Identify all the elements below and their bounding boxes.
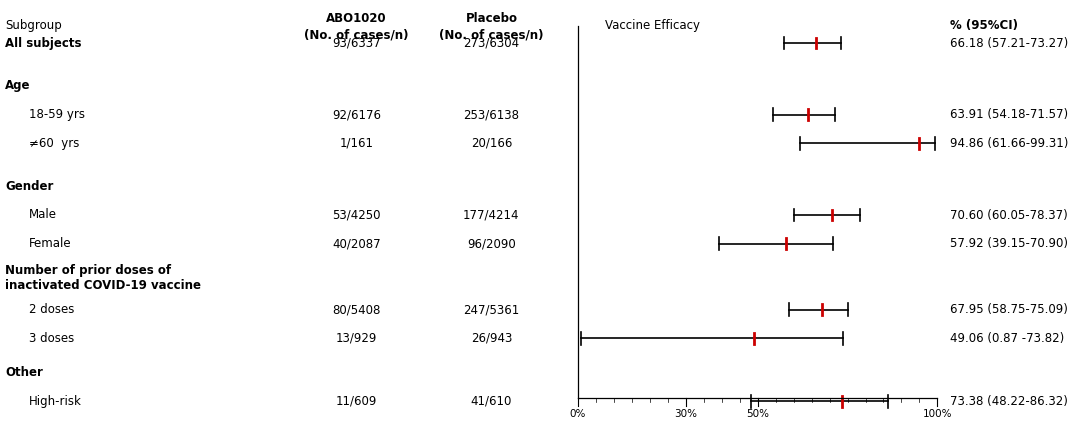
Text: 50%: 50% [746,409,769,419]
Text: 100%: 100% [922,409,953,419]
Text: Placebo
(No. of cases/n): Placebo (No. of cases/n) [440,12,543,41]
Text: 253/6138: 253/6138 [463,108,519,121]
Text: 177/4214: 177/4214 [463,209,519,221]
Text: Male: Male [29,209,57,221]
Text: 26/943: 26/943 [471,332,512,345]
Text: 67.95 (58.75-75.09): 67.95 (58.75-75.09) [950,303,1068,316]
Text: 30%: 30% [674,409,698,419]
Text: 13/929: 13/929 [336,332,377,345]
Text: Age: Age [5,80,31,92]
Text: 18-59 yrs: 18-59 yrs [29,108,85,121]
Text: 93/6337: 93/6337 [332,37,381,49]
Text: % (95%CI): % (95%CI) [950,19,1018,32]
Text: Female: Female [29,237,71,250]
Text: 1/161: 1/161 [339,137,374,150]
Text: 96/2090: 96/2090 [467,237,516,250]
Text: High-risk: High-risk [29,395,82,408]
Text: 49.06 (0.87 -73.82): 49.06 (0.87 -73.82) [950,332,1065,345]
Text: Vaccine Efficacy: Vaccine Efficacy [605,19,700,32]
Text: 11/609: 11/609 [336,395,377,408]
Text: All subjects: All subjects [5,37,82,49]
Text: 73.38 (48.22-86.32): 73.38 (48.22-86.32) [950,395,1068,408]
Text: 80/5408: 80/5408 [333,303,380,316]
Text: 70.60 (60.05-78.37): 70.60 (60.05-78.37) [950,209,1068,221]
Text: ABO1020
(No. of cases/n): ABO1020 (No. of cases/n) [305,12,408,41]
Text: 40/2087: 40/2087 [332,237,381,250]
Text: Other: Other [5,366,43,379]
Text: 2 doses: 2 doses [29,303,75,316]
Text: 0%: 0% [569,409,586,419]
Text: Gender: Gender [5,180,54,193]
Text: ≠60  yrs: ≠60 yrs [29,137,80,150]
Text: Number of prior doses of
inactivated COVID-19 vaccine: Number of prior doses of inactivated COV… [5,264,201,292]
Text: Subgroup: Subgroup [5,19,63,32]
Text: 57.92 (39.15-70.90): 57.92 (39.15-70.90) [950,237,1068,250]
Text: 20/166: 20/166 [471,137,512,150]
Text: 273/6304: 273/6304 [463,37,519,49]
Text: 3 doses: 3 doses [29,332,75,345]
Text: 66.18 (57.21-73.27): 66.18 (57.21-73.27) [950,37,1068,49]
Text: 53/4250: 53/4250 [333,209,380,221]
Text: 247/5361: 247/5361 [463,303,519,316]
Text: 63.91 (54.18-71.57): 63.91 (54.18-71.57) [950,108,1068,121]
Text: 92/6176: 92/6176 [332,108,381,121]
Text: 94.86 (61.66-99.31): 94.86 (61.66-99.31) [950,137,1069,150]
Text: 41/610: 41/610 [471,395,512,408]
